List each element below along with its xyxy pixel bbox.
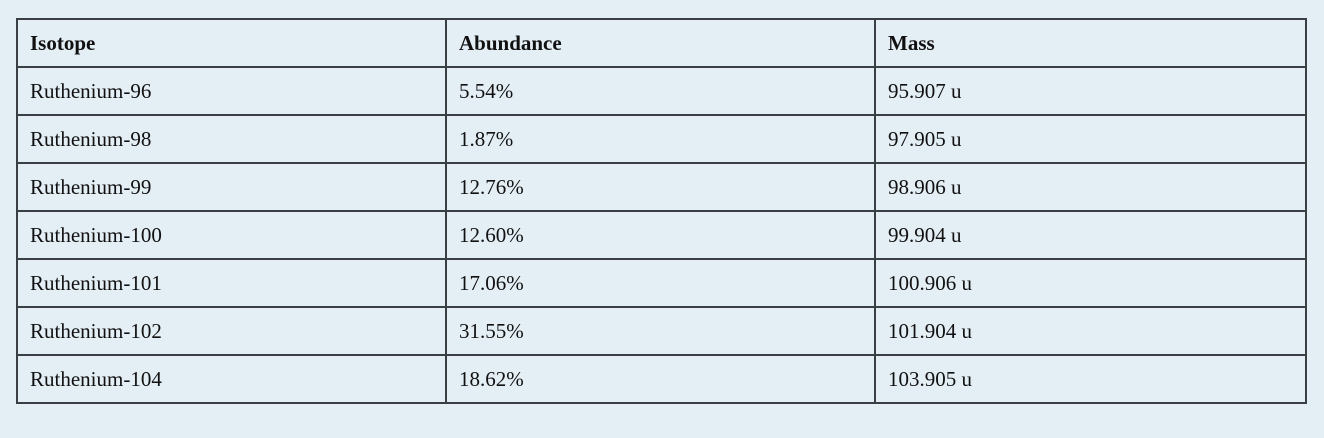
table-row: Ruthenium-101 17.06% 100.906 u [16, 258, 1307, 308]
mass-cell: 103.905 u [874, 354, 1307, 404]
mass-cell: 101.904 u [874, 306, 1307, 356]
column-header-mass: Mass [874, 18, 1307, 68]
isotope-cell: Ruthenium-100 [16, 210, 447, 260]
table-row: Ruthenium-104 18.62% 103.905 u [16, 354, 1307, 404]
mass-cell: 100.906 u [874, 258, 1307, 308]
isotope-cell: Ruthenium-98 [16, 114, 447, 164]
mass-cell: 97.905 u [874, 114, 1307, 164]
isotope-cell: Ruthenium-101 [16, 258, 447, 308]
abundance-cell: 17.06% [445, 258, 876, 308]
mass-cell: 98.906 u [874, 162, 1307, 212]
table-container: Isotope Abundance Mass Ruthenium-96 5.54… [16, 18, 1307, 404]
table-row: Ruthenium-99 12.76% 98.906 u [16, 162, 1307, 212]
abundance-cell: 18.62% [445, 354, 876, 404]
table-row: Ruthenium-98 1.87% 97.905 u [16, 114, 1307, 164]
isotope-cell: Ruthenium-96 [16, 66, 447, 116]
abundance-cell: 5.54% [445, 66, 876, 116]
isotope-cell: Ruthenium-102 [16, 306, 447, 356]
abundance-cell: 12.60% [445, 210, 876, 260]
abundance-cell: 12.76% [445, 162, 876, 212]
isotope-cell: Ruthenium-104 [16, 354, 447, 404]
table-row: Ruthenium-96 5.54% 95.907 u [16, 66, 1307, 116]
column-header-abundance: Abundance [445, 18, 876, 68]
mass-cell: 99.904 u [874, 210, 1307, 260]
table-row: Ruthenium-100 12.60% 99.904 u [16, 210, 1307, 260]
mass-cell: 95.907 u [874, 66, 1307, 116]
table-row: Ruthenium-102 31.55% 101.904 u [16, 306, 1307, 356]
table-header-row: Isotope Abundance Mass [16, 18, 1307, 68]
column-header-isotope: Isotope [16, 18, 447, 68]
isotope-table: Isotope Abundance Mass Ruthenium-96 5.54… [16, 18, 1307, 404]
abundance-cell: 31.55% [445, 306, 876, 356]
isotope-cell: Ruthenium-99 [16, 162, 447, 212]
abundance-cell: 1.87% [445, 114, 876, 164]
